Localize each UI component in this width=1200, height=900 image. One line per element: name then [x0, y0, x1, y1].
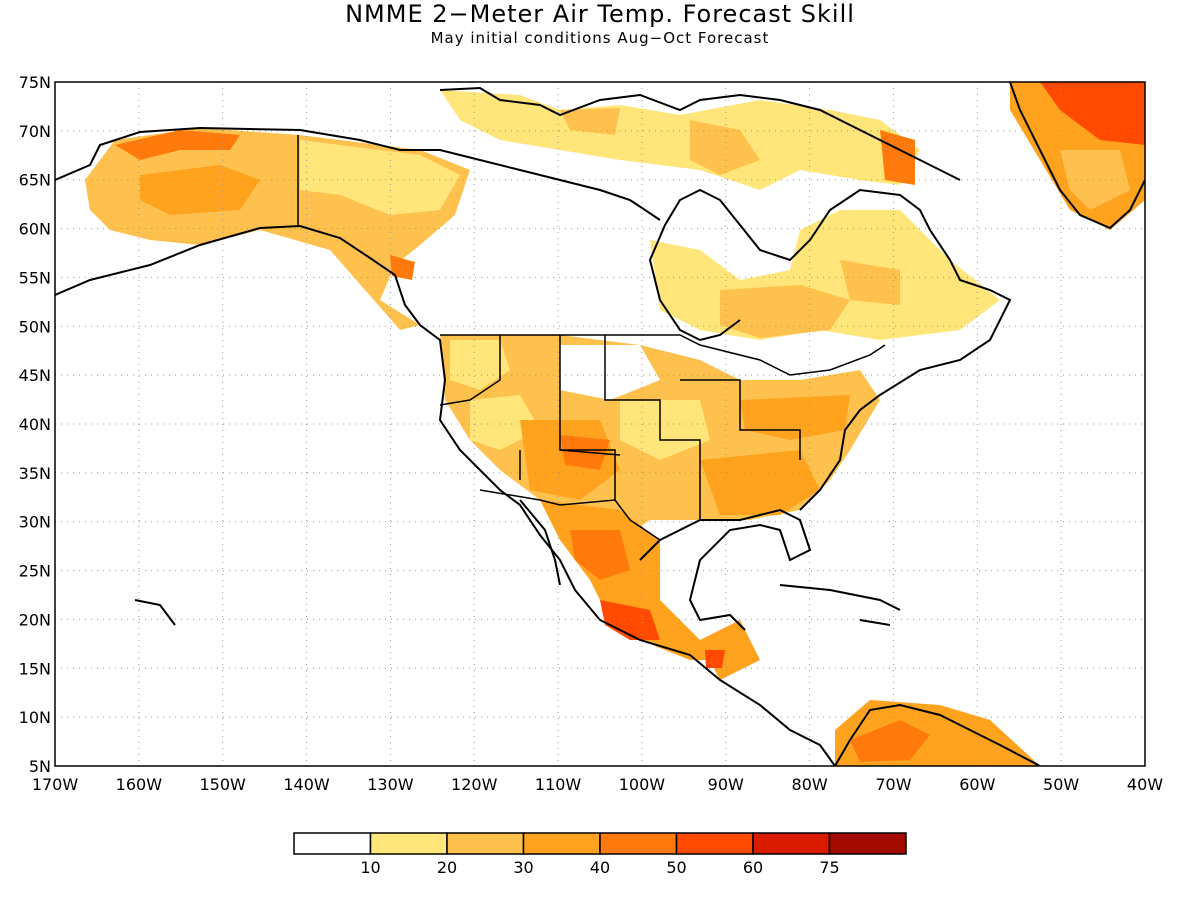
- legend-label: 40: [590, 858, 610, 877]
- lon-tick-label: 160W: [116, 775, 163, 794]
- lon-tick-label: 150W: [200, 775, 247, 794]
- legend-label: 20: [437, 858, 457, 877]
- lon-tick-label: 50W: [1043, 775, 1079, 794]
- lat-tick-label: 50N: [19, 317, 51, 336]
- lat-tick-label: 55N: [19, 268, 51, 287]
- legend-color-box: [369, 832, 448, 855]
- lon-tick-label: 40W: [1127, 775, 1163, 794]
- lon-tick-label: 110W: [535, 775, 582, 794]
- map-title: NMME 2−Meter Air Temp. Forecast Skill: [345, 0, 855, 28]
- legend-color-box: [675, 832, 754, 855]
- lat-tick-label: 70N: [19, 122, 51, 141]
- lon-tick-label: 80W: [792, 775, 828, 794]
- lon-tick-label: 90W: [708, 775, 744, 794]
- lon-tick-label: 100W: [619, 775, 666, 794]
- map-frame: [54, 81, 1146, 767]
- lon-tick-label: 120W: [451, 775, 498, 794]
- latitude-labels: 75N 70N 65N 60N 55N 50N 45N 40N 35N 30N 25N 20N 15N 1…: [19, 73, 51, 776]
- lat-tick-label: 10N: [19, 708, 51, 727]
- lat-tick-label: 65N: [19, 171, 51, 190]
- political-borders: [297, 135, 886, 541]
- lat-tick-label: 30N: [19, 513, 51, 532]
- legend-label: 10: [360, 858, 380, 877]
- map-subtitle: May initial conditions Aug−Oct Forecast: [430, 29, 770, 47]
- lat-tick-label: 75N: [19, 73, 51, 92]
- legend-label: 50: [666, 858, 686, 877]
- legend-label: 60: [743, 858, 763, 877]
- legend-color-box: [293, 832, 372, 855]
- lat-tick-label: 25N: [19, 562, 51, 581]
- lon-tick-label: 130W: [367, 775, 414, 794]
- legend-color-box: [752, 832, 831, 855]
- legend-color-box: [522, 832, 601, 855]
- lon-tick-label: 60W: [959, 775, 995, 794]
- lat-tick-label: 35N: [19, 464, 51, 483]
- lat-tick-label: 40N: [19, 415, 51, 434]
- lon-tick-label: 70W: [875, 775, 911, 794]
- legend-color-box: [446, 832, 525, 855]
- lat-tick-label: 60N: [19, 220, 51, 239]
- coastlines: [55, 82, 1145, 766]
- legend-label: 30: [513, 858, 533, 877]
- graticule: [55, 82, 1145, 766]
- lon-tick-label: 140W: [283, 775, 330, 794]
- lat-tick-label: 45N: [19, 366, 51, 385]
- longitude-labels: 170W 160W 150W 140W 130W 120W 110W 100W 90W 80W 70…: [32, 775, 1163, 794]
- lon-tick-label: 170W: [32, 775, 79, 794]
- legend-color-box: [599, 832, 678, 855]
- lat-tick-label: 20N: [19, 610, 51, 629]
- legend-color-box: [828, 832, 907, 855]
- skill-shading: [85, 82, 1145, 766]
- lat-tick-label: 5N: [29, 757, 51, 776]
- legend-label: 75: [819, 858, 839, 877]
- lat-tick-label: 15N: [19, 659, 51, 678]
